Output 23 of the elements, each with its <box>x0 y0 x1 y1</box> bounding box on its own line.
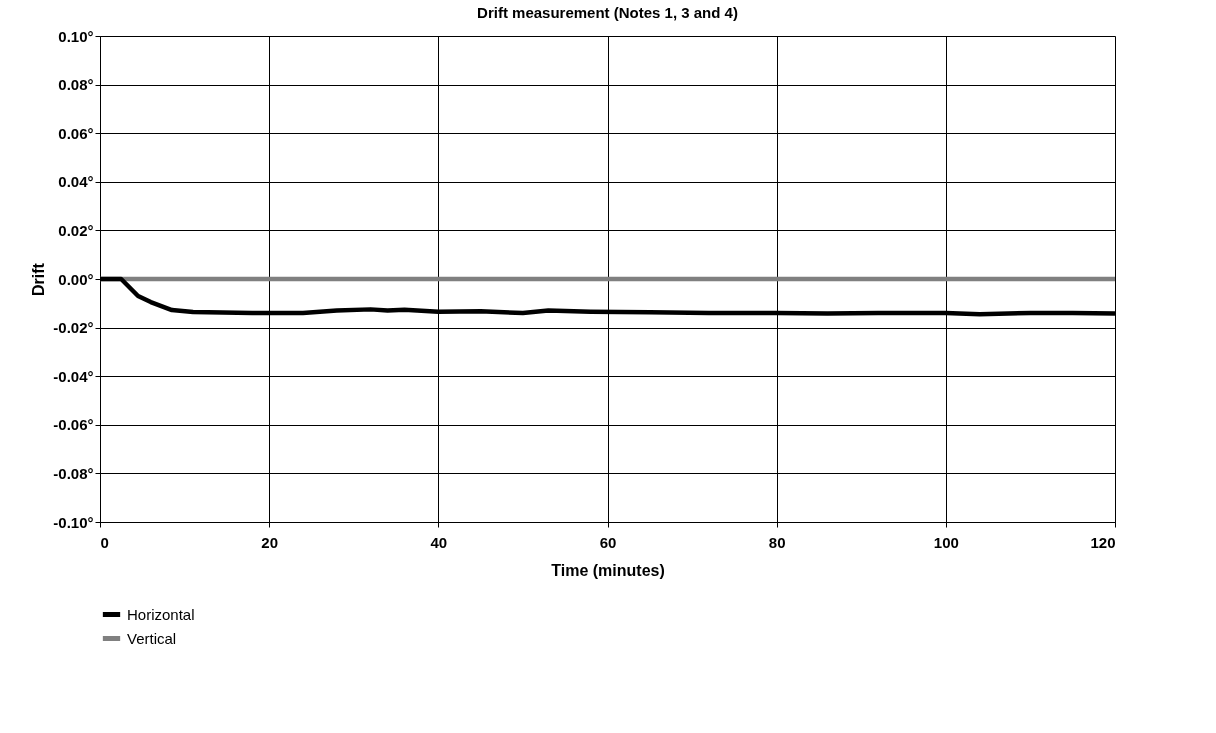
y-tick-label: -0.06° <box>53 416 94 434</box>
y-tick-label: 0.06° <box>58 124 94 142</box>
legend-label: Horizontal <box>127 605 195 623</box>
y-tick-label: -0.02° <box>53 319 94 337</box>
chart-title: Drift measurement (Notes 1, 3 and 4) <box>477 4 738 21</box>
y-tick-label: 0.00° <box>58 270 94 288</box>
y-tick-label: 0.04° <box>58 173 94 191</box>
y-tick-label: -0.04° <box>53 367 94 385</box>
y-tick-label: -0.10° <box>53 513 94 531</box>
y-axis-title: Drift <box>30 262 48 296</box>
x-tick-label: 100 <box>933 533 959 551</box>
x-tick-label: 40 <box>430 533 448 551</box>
x-tick-label: 60 <box>599 533 617 551</box>
x-tick-label: 0 <box>100 533 109 551</box>
x-tick-label: 20 <box>261 533 279 551</box>
y-tick-label: 0.02° <box>58 221 94 239</box>
x-tick-label: 120 <box>1090 533 1116 551</box>
y-tick-label: 0.10° <box>58 27 94 45</box>
y-tick-label: 0.08° <box>58 76 94 94</box>
legend-label: Vertical <box>127 629 177 647</box>
x-axis-title: Time (minutes) <box>551 561 665 579</box>
x-tick-label: 80 <box>768 533 786 551</box>
y-tick-label: -0.08° <box>53 464 94 482</box>
